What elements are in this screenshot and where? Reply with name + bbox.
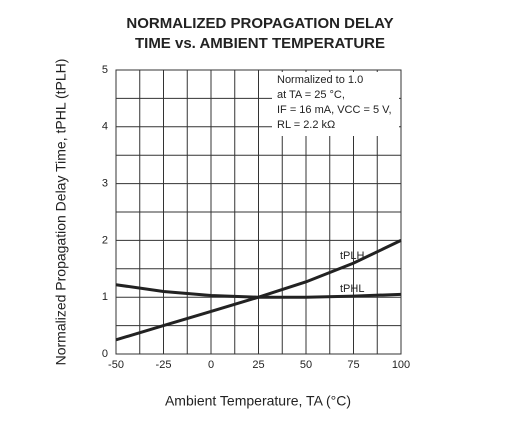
chart-title: TIME vs. AMBIENT TEMPERATURE [135,35,385,52]
x-tick-label: 25 [252,359,264,371]
x-axis-title: Ambient Temperature, TA (°C) [165,393,351,409]
chart-title: NORMALIZED PROPAGATION DELAY [126,15,393,32]
x-tick-label: -25 [156,359,172,371]
annotation: Normalized to 1.0 [277,74,363,86]
annotation: at TA = 25 °C, [277,89,345,101]
y-tick-label: 1 [102,291,108,303]
x-tick-label: -50 [108,359,124,371]
annotation: RL = 2.2 kΩ [277,119,335,131]
x-tick-label: 100 [392,359,410,371]
x-tick-label: 75 [347,359,359,371]
y-tick-label: 2 [102,234,108,246]
y-tick-label: 5 [102,64,108,76]
y-axis-title: Normalized Propagation Delay Time, tPHL … [53,59,69,366]
x-tick-label: 0 [208,359,214,371]
annotation: IF = 16 mA, VCC = 5 V, [277,104,392,116]
plot-frame [115,69,402,355]
y-tick-label: 0 [102,348,108,360]
x-tick-label: 50 [300,359,312,371]
annotation-box [272,72,399,136]
series-label: tPLH [340,250,365,262]
line [115,283,402,299]
y-tick-label: 4 [102,121,108,133]
y-tick-label: 3 [102,178,108,190]
series-label: tPHL [340,283,364,295]
